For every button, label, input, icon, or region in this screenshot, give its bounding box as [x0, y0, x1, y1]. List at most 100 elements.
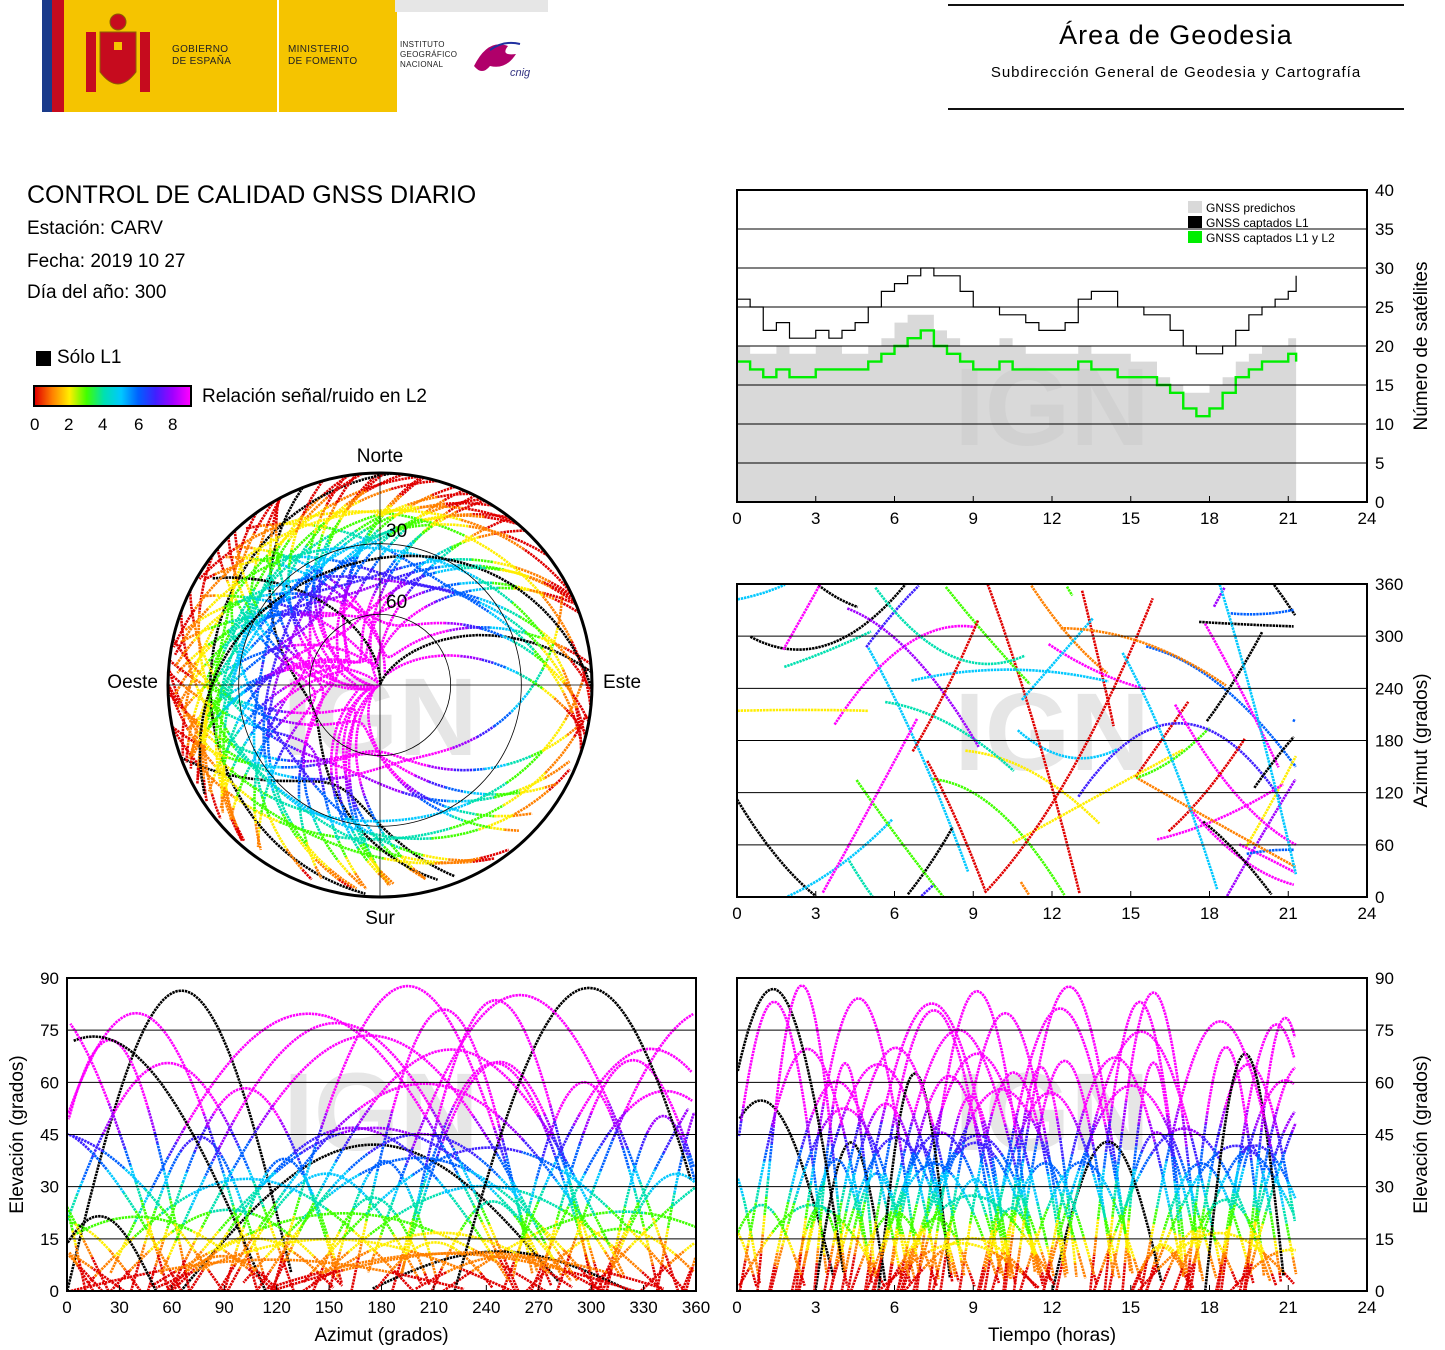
satellite-track	[1059, 1191, 1065, 1206]
satellite-track	[1026, 1250, 1034, 1268]
satellite-track	[826, 1213, 837, 1234]
satellite-track	[484, 515, 519, 526]
x-tick-label: 9	[969, 904, 978, 923]
satellite-track	[1015, 1148, 1022, 1172]
satellite-track	[184, 620, 199, 632]
satellite-track	[951, 1174, 968, 1199]
satellite-track	[492, 581, 517, 588]
satellite-track	[991, 1206, 1000, 1231]
satellite-track	[849, 1161, 855, 1175]
satellite-track	[522, 1138, 541, 1160]
satellite-track	[1011, 748, 1184, 845]
satellite-track	[449, 589, 479, 600]
satellite-track	[326, 473, 363, 499]
satellite-track	[1239, 1134, 1245, 1149]
satellite-track	[934, 1230, 939, 1243]
satellite-track	[473, 1191, 484, 1209]
satellite-track	[1109, 1216, 1114, 1236]
satellite-track	[1046, 1246, 1052, 1262]
legend-label: GNSS captados L1 y L2	[1206, 231, 1335, 245]
satellite-track	[813, 1262, 819, 1291]
satellite-track	[939, 1194, 1008, 1215]
satellite-track	[189, 757, 193, 769]
elevation-ring	[238, 543, 522, 827]
satellite-track	[76, 1264, 95, 1291]
satellite-track	[1214, 1264, 1223, 1291]
satellite-track	[994, 1274, 1001, 1284]
satellite-track	[1011, 1182, 1017, 1209]
satellite-track	[222, 534, 330, 653]
satellite-track	[1173, 1232, 1182, 1262]
satellite-track	[478, 1157, 500, 1178]
satellite-track	[1121, 1205, 1128, 1224]
satellite-track	[965, 1197, 976, 1217]
satellite-track	[742, 1197, 749, 1216]
satellite-track	[275, 1152, 302, 1174]
satellite-track	[434, 567, 460, 574]
satellite-track	[749, 1201, 758, 1232]
satellite-track	[411, 1116, 427, 1149]
satellite-track	[990, 1168, 997, 1186]
eu-flag-strip	[42, 0, 52, 112]
satellite-track	[932, 777, 1066, 896]
y-tick-label: 15	[1375, 1230, 1394, 1249]
satellite-track	[538, 1157, 557, 1181]
satellite-track	[193, 1126, 208, 1153]
satellite-track	[316, 617, 375, 778]
satellite-track	[300, 1131, 343, 1155]
satellite-track	[288, 1223, 304, 1244]
satellite-track	[230, 670, 246, 685]
satellite-track	[583, 1144, 603, 1175]
satellite-track	[275, 700, 286, 715]
satellite-track	[251, 1212, 291, 1237]
satellite-track	[988, 1229, 994, 1243]
satellite-track	[579, 1213, 599, 1241]
satellite-track	[241, 1238, 249, 1257]
satellite-track	[310, 1254, 329, 1274]
satellite-track	[1125, 1220, 1130, 1249]
satellite-track	[262, 1209, 276, 1229]
satellite-track	[915, 1155, 929, 1180]
satellite-track	[117, 1238, 128, 1257]
y-axis-title: Número de satélites	[1411, 262, 1432, 431]
satellite-track	[1219, 1107, 1227, 1127]
satellite-track	[1058, 1137, 1065, 1160]
satellite-track	[193, 1250, 211, 1272]
satellite-track	[389, 562, 399, 576]
satellite-track	[365, 1198, 383, 1216]
satellite-track	[820, 1181, 826, 1208]
satellite-track	[278, 716, 287, 725]
satellite-track	[502, 1256, 520, 1291]
satellite-track	[299, 763, 317, 769]
satellite-track	[526, 668, 544, 694]
satellite-track	[236, 826, 246, 842]
satellite-track	[208, 1181, 227, 1213]
satellite-track	[109, 1269, 131, 1291]
satellite-track	[294, 625, 302, 639]
satellite-track	[488, 1223, 498, 1242]
satellite-track	[1096, 1201, 1102, 1220]
satellite-track	[368, 1231, 518, 1256]
satellite-track	[1271, 1155, 1288, 1180]
satellite-track	[416, 1183, 423, 1202]
satellite-track	[325, 575, 374, 580]
satellite-track	[401, 855, 441, 864]
satellite-track	[1012, 1262, 1020, 1291]
satellite-track	[391, 1271, 465, 1291]
satellite-track	[222, 598, 246, 615]
satellite-track	[570, 1143, 582, 1168]
satellite-track	[287, 582, 291, 599]
satellite-track	[1014, 1117, 1024, 1141]
satellite-track	[258, 525, 269, 547]
satellite-track	[409, 590, 425, 599]
x-tick-label: 21	[1279, 1298, 1298, 1317]
satellite-track	[572, 1113, 581, 1126]
satellite-track	[375, 569, 390, 589]
satellite-track	[342, 596, 449, 659]
plot-frame	[66, 977, 697, 1292]
satellite-track	[572, 1200, 579, 1219]
legend-swatch	[1188, 201, 1202, 213]
satellite-track	[410, 1241, 463, 1255]
satellite-track	[359, 1172, 371, 1192]
satellite-track	[216, 548, 225, 572]
